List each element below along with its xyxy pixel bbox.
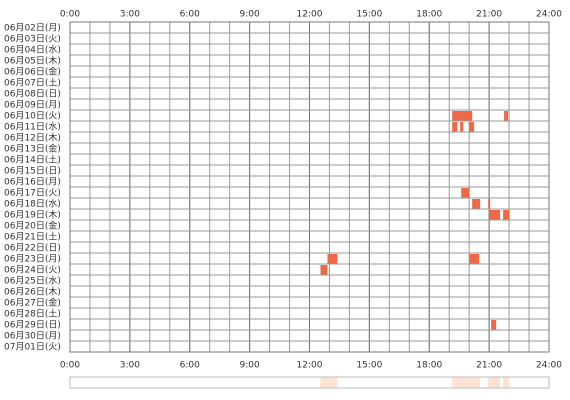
row-label: 06月18日(水) [4,198,61,210]
row-label: 06月09日(月) [4,100,61,111]
row-label: 06月07日(土) [4,77,61,89]
row-label: 06月20日(金) [4,220,61,232]
plot-border [69,21,550,353]
summary-block [452,377,458,388]
activity-block [469,254,480,264]
activity-block [491,320,497,330]
row-label: 06月03日(火) [4,34,61,45]
activity-block [452,122,458,132]
summary-block [491,377,497,388]
activity-block [472,199,481,209]
summary-block [327,377,338,388]
row-label: 06月22日(日) [4,243,61,254]
row-label: 06月13日(金) [4,143,61,155]
row-label: 06月25日(水) [4,275,61,287]
x-tick-label-bottom: 12:00 [297,361,323,371]
summary-block [503,377,510,388]
row-label: 06月16日(月) [4,177,61,188]
x-tick-label-top: 24:00 [536,10,562,20]
x-tick-label-top: 18:00 [416,10,442,20]
summary-block [320,377,328,388]
activity-block [460,122,464,132]
activity-block [488,199,491,209]
x-tick-label-bottom: 18:00 [416,361,442,371]
row-label: 06月15日(日) [4,166,61,177]
x-tick-label-top: 21:00 [476,10,502,20]
row-label: 06月14日(土) [4,154,61,166]
row-label: 06月12日(木) [4,132,61,144]
row-label: 06月04日(水) [4,44,61,56]
row-label: 06月10日(火) [4,111,61,122]
x-tick-label-top: 3:00 [120,10,140,20]
row-label: 07月01日(火) [4,342,61,353]
x-tick-label-bottom: 6:00 [180,361,200,371]
activity-block [320,265,328,275]
x-tick-label-top: 9:00 [240,10,260,20]
activity-block [504,111,509,121]
row-label: 06月24日(火) [4,265,61,276]
row-label: 06月27日(金) [4,297,61,309]
x-tick-label-bottom: 9:00 [240,361,260,371]
activity-block [489,210,501,220]
row-label: 06月30日(月) [4,331,61,342]
row-label: 06月17日(火) [4,188,61,199]
row-label: 06月26日(木) [4,286,61,298]
summary-block [461,377,470,388]
activity-block [503,210,510,220]
x-tick-label-bottom: 3:00 [120,361,140,371]
row-label: 06月21日(土) [4,231,61,243]
x-tick-label-bottom: 24:00 [536,361,562,371]
row-label: 06月08日(日) [4,89,61,100]
x-tick-label-bottom: 15:00 [356,361,382,371]
row-label: 06月05日(木) [4,55,61,67]
x-tick-label-bottom: 21:00 [476,361,502,371]
row-label: 06月23日(月) [4,254,61,265]
activity-block [452,111,473,121]
row-label: 06月11日(水) [4,121,61,133]
activity-block [461,188,470,198]
x-tick-label-top: 15:00 [356,10,382,20]
x-tick-label-bottom: 0:00 [60,361,80,371]
x-tick-label-top: 0:00 [60,10,80,20]
activity-block [327,254,338,264]
row-label: 06月02日(月) [4,23,61,34]
row-label: 06月06日(金) [4,66,61,78]
row-label: 06月29日(日) [4,320,61,331]
x-tick-label-top: 12:00 [297,10,323,20]
row-label: 06月19日(木) [4,209,61,221]
summary-block [469,377,480,388]
x-tick-label-top: 6:00 [180,10,200,20]
summary-border [69,376,550,389]
activity-block [469,122,475,132]
row-label: 06月28日(土) [4,308,61,320]
